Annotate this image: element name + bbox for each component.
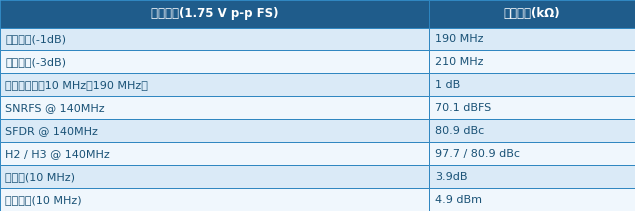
Bar: [0, 119, 429, 142]
Text: 210 MHz: 210 MHz: [435, 57, 483, 67]
Bar: [429, 188, 635, 211]
Bar: [0, 142, 429, 165]
Bar: [429, 96, 635, 119]
Text: 97.7 / 80.9 dBc: 97.7 / 80.9 dBc: [435, 149, 520, 159]
Text: 总增益(10 MHz): 总增益(10 MHz): [5, 172, 75, 182]
Bar: [0, 165, 429, 188]
Text: 最终结果(kΩ): 最终结果(kΩ): [504, 7, 560, 20]
Text: 性能规格(1.75 V p-p FS): 性能规格(1.75 V p-p FS): [150, 7, 278, 20]
Text: 4.9 dBm: 4.9 dBm: [435, 195, 482, 204]
Bar: [0, 0, 429, 27]
Bar: [429, 165, 635, 188]
Text: H2 / H3 @ 140MHz: H2 / H3 @ 140MHz: [5, 149, 110, 159]
Bar: [0, 188, 429, 211]
Bar: [0, 27, 429, 50]
Bar: [429, 119, 635, 142]
Text: 1 dB: 1 dB: [435, 80, 460, 90]
Bar: [0, 96, 429, 119]
Bar: [429, 0, 635, 27]
Text: 3.9dB: 3.9dB: [435, 172, 467, 182]
Bar: [429, 50, 635, 73]
Text: SNRFS @ 140MHz: SNRFS @ 140MHz: [5, 103, 105, 113]
Text: SFDR @ 140MHz: SFDR @ 140MHz: [5, 126, 98, 136]
Bar: [0, 73, 429, 96]
Bar: [0, 50, 429, 73]
Bar: [429, 142, 635, 165]
Text: 输入驱动(10 MHz): 输入驱动(10 MHz): [5, 195, 82, 204]
Text: 190 MHz: 190 MHz: [435, 34, 483, 44]
Bar: [429, 27, 635, 50]
Bar: [429, 73, 635, 96]
Text: 70.1 dBFS: 70.1 dBFS: [435, 103, 491, 113]
Text: 通带平坦度（10 MHz至190 MHz）: 通带平坦度（10 MHz至190 MHz）: [5, 80, 148, 90]
Text: 截止频率(-1dB): 截止频率(-1dB): [5, 34, 66, 44]
Text: 80.9 dBc: 80.9 dBc: [435, 126, 485, 136]
Text: 截止频率(-3dB): 截止频率(-3dB): [5, 57, 66, 67]
